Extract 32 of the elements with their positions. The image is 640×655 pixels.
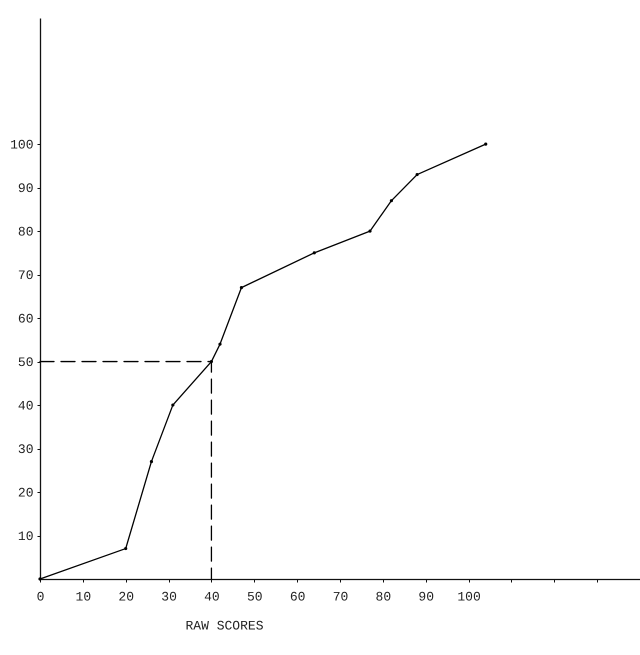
y-tick-label: 80 <box>18 224 34 240</box>
x-tick-label: 30 <box>161 590 177 604</box>
y-tick-label: 60 <box>18 312 34 327</box>
y-tick-label: 50 <box>18 355 34 370</box>
y-tick-label: 30 <box>18 442 34 458</box>
x-tick-label: 70 <box>332 590 348 604</box>
y-tick-label: 70 <box>18 268 34 284</box>
x-tick-label: 100 <box>457 590 481 604</box>
x-tick-label: 50 <box>246 590 263 604</box>
x-tick-label: 20 <box>118 590 134 604</box>
y-tick-label: 90 <box>18 181 34 196</box>
point <box>484 142 488 146</box>
point <box>218 342 222 346</box>
point <box>312 251 316 254</box>
x-tick-label: 60 <box>290 590 306 604</box>
point <box>150 460 154 464</box>
x-axis-title: RAW SCORES <box>186 618 264 634</box>
x-tick-label: 80 <box>376 590 392 604</box>
y-tick-label: 20 <box>18 486 34 501</box>
point <box>390 199 394 202</box>
point <box>124 546 128 550</box>
point <box>171 403 174 407</box>
x-tick-label: 40 <box>204 590 220 604</box>
point <box>416 172 419 176</box>
x-tick-label: 10 <box>76 590 92 604</box>
point <box>368 230 372 233</box>
y-tick-label: 100 <box>10 138 34 153</box>
y-tick-label: 40 <box>18 398 34 414</box>
x-tick-label: 90 <box>418 590 434 604</box>
x-tick-label: 0 <box>36 590 44 604</box>
point <box>240 286 244 290</box>
y-tick-label: 10 <box>18 529 34 544</box>
